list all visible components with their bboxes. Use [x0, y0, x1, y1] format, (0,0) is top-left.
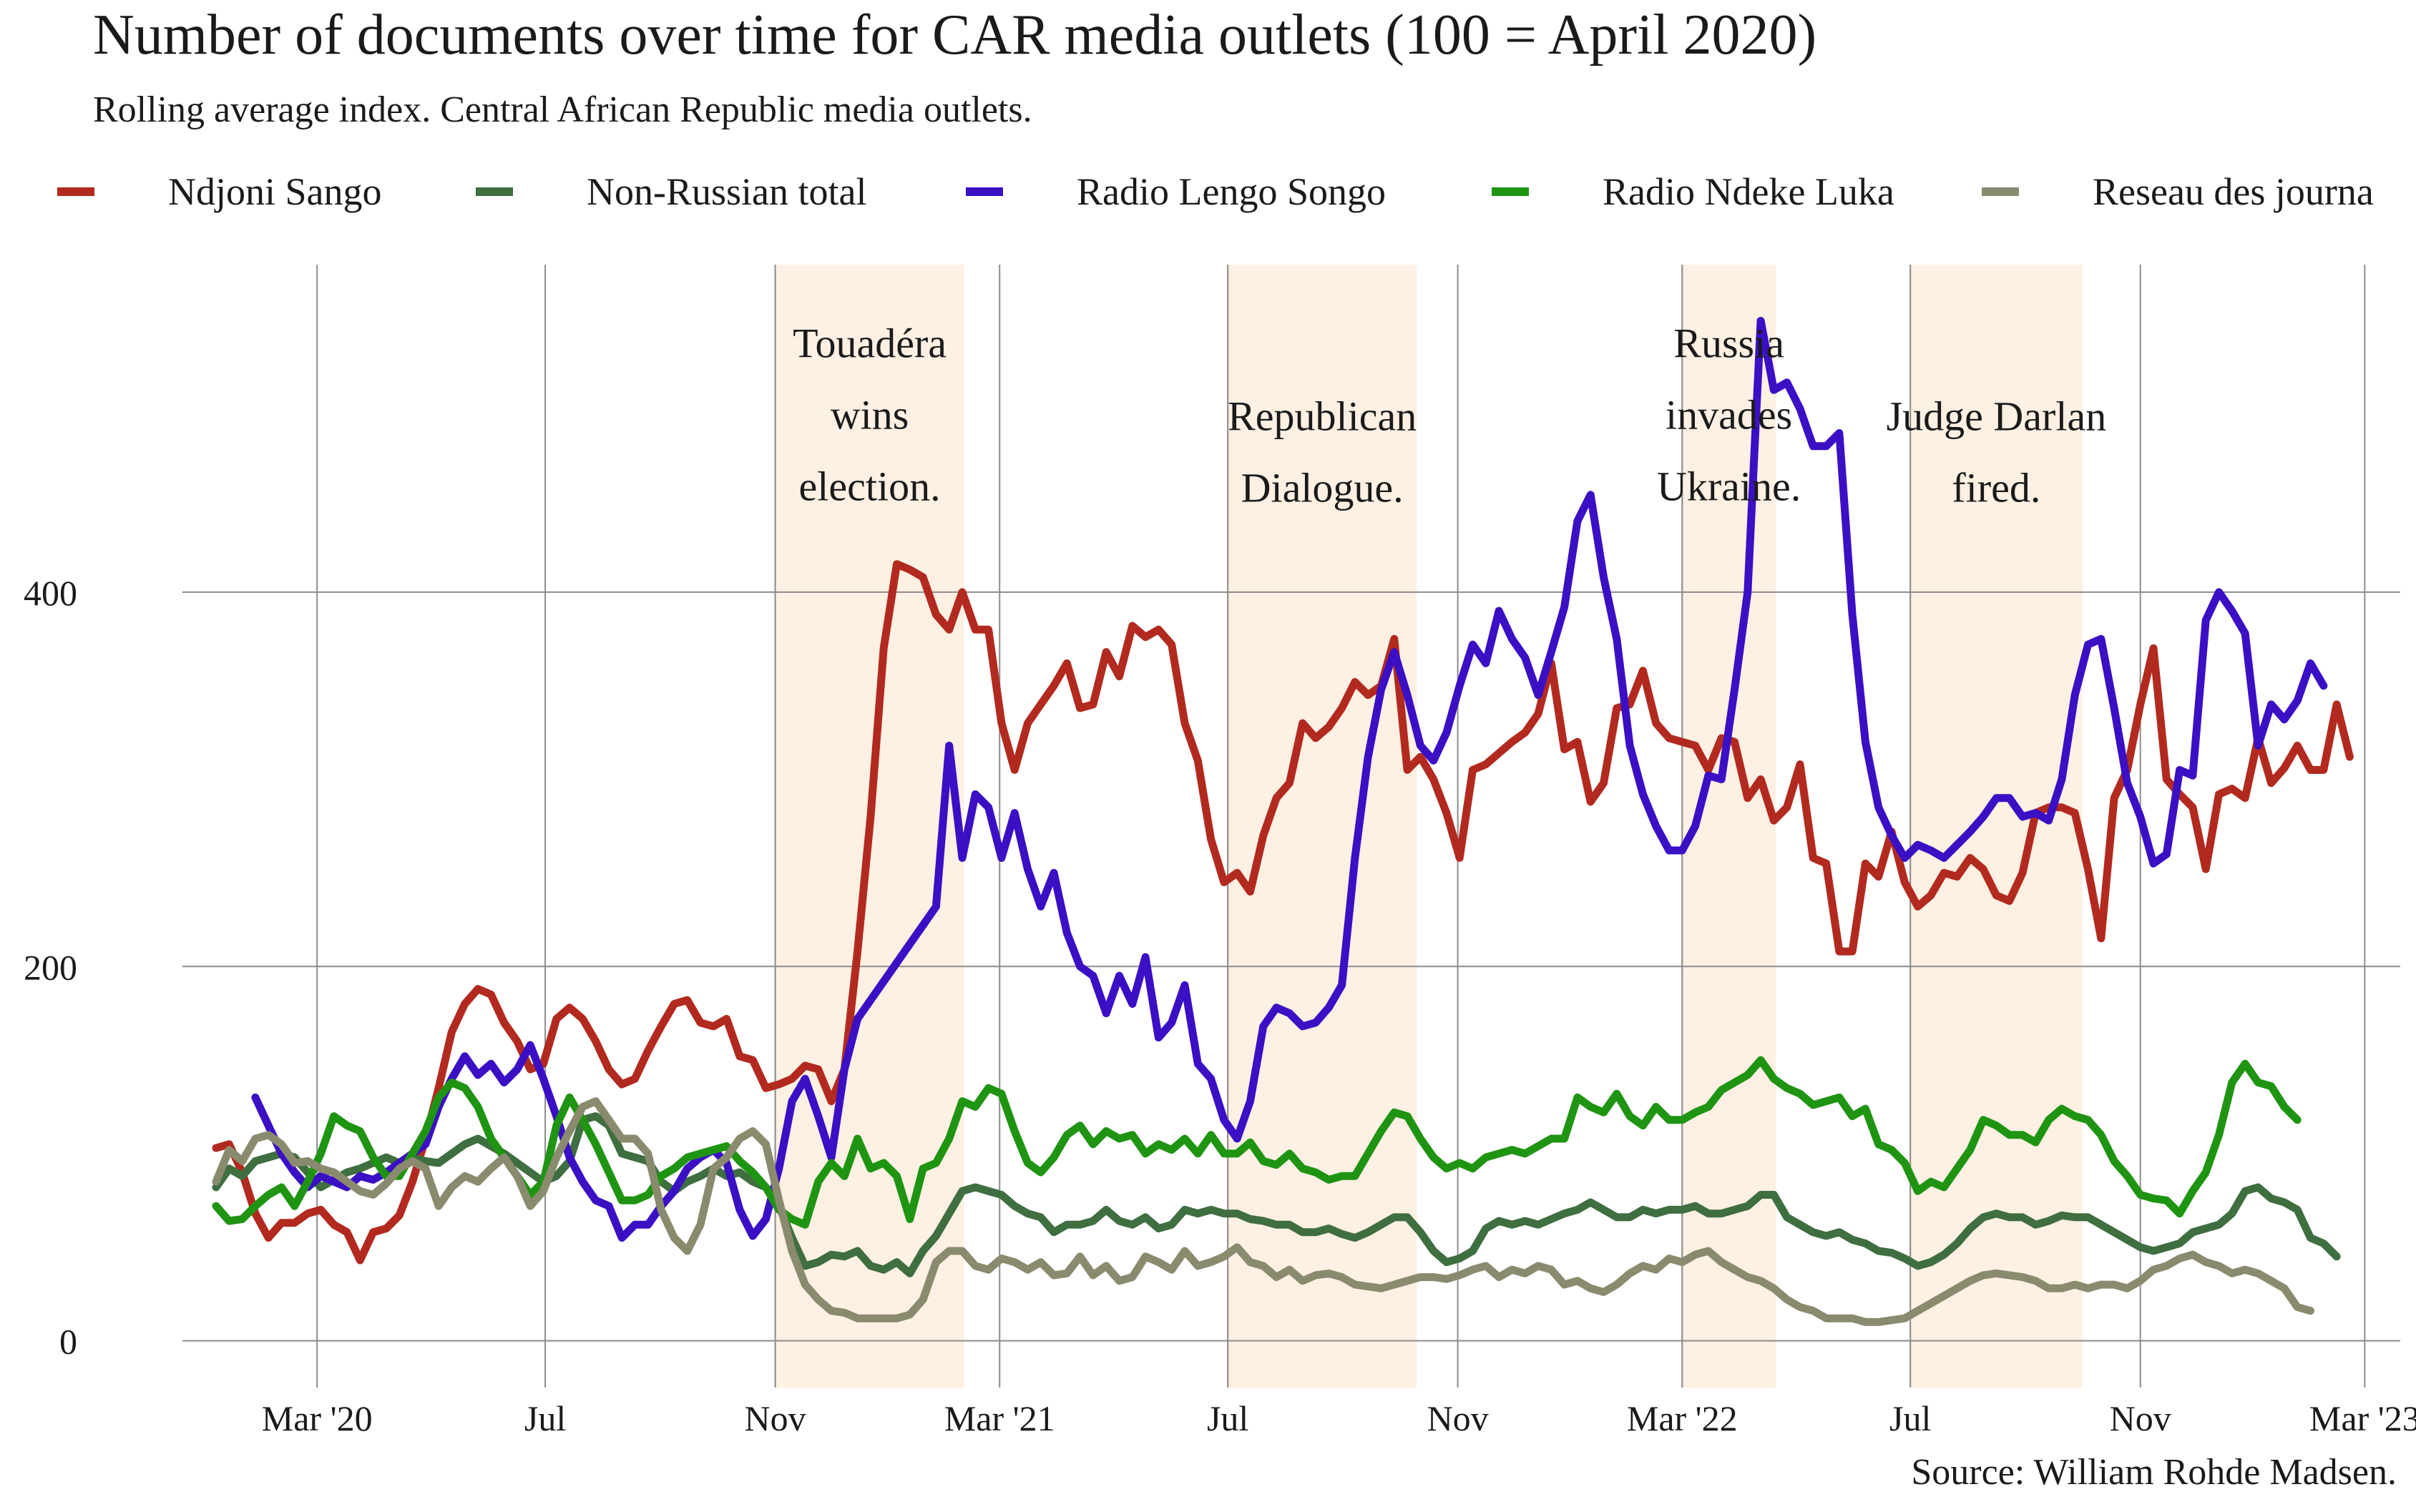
event-annotation-0-line-0: Touadéra: [793, 320, 947, 366]
y-tick-label-0: 0: [59, 1322, 77, 1362]
legend-label-3: Radio Ndeke Luka: [1603, 170, 1894, 213]
x-tick-label-2: Nov: [745, 1398, 806, 1438]
series-line-radio-lengo-songo: [251, 317, 2328, 1242]
y-tick-label-2: 400: [24, 573, 77, 613]
x-tick-label-1: Jul: [524, 1398, 566, 1438]
event-annotation-2-line-1: invades: [1666, 391, 1792, 438]
series-line-reseau-des-journa: [212, 1097, 2314, 1326]
event-annotation-0-line-1: wins: [831, 391, 909, 438]
event-annotation-3-line-0: Judge Darlan: [1887, 393, 2107, 440]
x-tick-label-5: Nov: [1427, 1398, 1489, 1438]
event-annotation-3-line-1: fired.: [1952, 465, 2040, 511]
series-lines: [212, 317, 2354, 1326]
x-tick-label-6: Mar '22: [1627, 1398, 1738, 1438]
event-annotation-2-line-0: Russia: [1673, 320, 1784, 366]
chart-title: Number of documents over time for CAR me…: [93, 4, 1816, 67]
event-annotation-1-line-0: Republican: [1228, 393, 1417, 440]
event-annotation-1-line-1: Dialogue.: [1241, 465, 1404, 511]
legend-label-0: Ndjoni Sango: [168, 170, 382, 213]
x-tick-label-3: Mar '21: [944, 1398, 1055, 1438]
series-line-ndjoni-sango: [212, 560, 2354, 1265]
legend-label-1: Non-Russian total: [587, 170, 866, 213]
gridlines: [182, 265, 2400, 1388]
chart-subtitle: Rolling average index. Central African R…: [93, 89, 1032, 130]
x-tick-label-7: Jul: [1889, 1398, 1931, 1438]
x-tick-label-9: Mar '23: [2309, 1398, 2416, 1438]
x-tick-label-8: Nov: [2110, 1398, 2171, 1438]
y-axis: 0 200 400: [24, 573, 77, 1362]
x-tick-label-0: Mar '20: [262, 1398, 373, 1438]
legend: Ndjoni Sango Non-Russian total Radio Lengo…: [57, 170, 2374, 213]
series-line-radio-ndeke-luka: [212, 1056, 2302, 1229]
legend-label-4: Reseau des journa: [2093, 170, 2374, 213]
y-tick-label-1: 200: [24, 947, 77, 987]
event-annotations: Touadéra wins election. Republican Dialogue.…: [793, 320, 2106, 511]
legend-label-2: Radio Lengo Songo: [1077, 170, 1386, 213]
event-annotation-2-line-2: Ukraine.: [1657, 463, 1801, 509]
event-band-1: [1228, 265, 1417, 1388]
chart-caption: Source: William Rohde Madsen.: [1911, 1452, 2397, 1493]
x-tick-label-4: Jul: [1207, 1398, 1248, 1438]
event-band-3: [1910, 265, 2083, 1388]
event-annotation-0-line-2: election.: [799, 463, 941, 509]
x-axis: Mar '20 Jul Nov Mar '21 Jul Nov Mar '22 Jul Nov M…: [262, 1398, 2416, 1438]
